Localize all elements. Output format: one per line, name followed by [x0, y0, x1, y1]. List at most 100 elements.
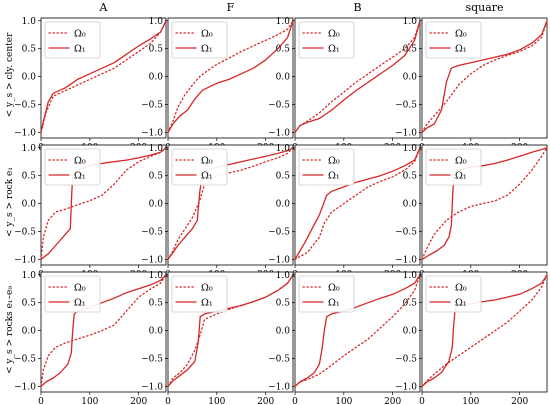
x-tick-label: 100: [335, 397, 352, 405]
y-tick-label: 0.5: [403, 299, 418, 309]
legend-omega1-label: Ω₁: [74, 298, 86, 309]
panel-r2-c1: −1.0 −0.5 0.0 0.5 1.0 0 100 200 Ω₀ Ω₁: [141, 271, 294, 405]
y-tick-label: −0.5: [268, 355, 290, 365]
y-tick-label: −1.0: [395, 255, 417, 265]
y-tick-label: −0.5: [395, 101, 417, 111]
legend-omega0-label: Ω₀: [455, 283, 467, 294]
series-omega0-line: [421, 147, 548, 261]
legend-omega1-label: Ω₁: [201, 171, 213, 182]
y-tick-label: −1.0: [14, 382, 36, 392]
series-omega0-line: [40, 274, 167, 388]
legend-omega0-label: Ω₀: [201, 156, 213, 167]
series-omega0-line: [40, 147, 167, 261]
legend-omega1-label: Ω₁: [455, 44, 467, 55]
legend-omega0-label: Ω₀: [455, 156, 467, 167]
y-tick-label: 1.0: [276, 271, 291, 281]
series-omega0-line: [421, 274, 548, 388]
legend-omega1-label: Ω₁: [455, 171, 467, 182]
legend-box: [171, 21, 228, 59]
y-tick-label: 0.5: [276, 172, 291, 182]
row-label-2: < y_s > rocks e₁–e₉: [5, 286, 15, 374]
legend-omega0-label: Ω₀: [201, 283, 213, 294]
y-tick-label: −0.5: [14, 101, 36, 111]
y-tick-label: 0.0: [403, 200, 418, 210]
series-omega0-line: [421, 20, 548, 134]
column-title-b: B: [353, 1, 361, 14]
y-tick-label: 0.5: [403, 172, 418, 182]
legend-omega0-label: Ω₀: [328, 29, 340, 40]
y-tick-label: 1.0: [22, 144, 37, 154]
x-tick-label: 0: [419, 397, 425, 405]
y-tick-label: −0.5: [395, 228, 417, 238]
x-tick-label: 0: [165, 397, 171, 405]
legend-omega1-label: Ω₁: [74, 44, 86, 55]
x-tick-label: 100: [462, 397, 479, 405]
y-tick-label: 0.0: [276, 200, 291, 210]
x-tick-label: 0: [38, 397, 44, 405]
x-tick-label: 100: [81, 397, 98, 405]
y-tick-label: −1.0: [141, 255, 163, 265]
legend: Ω₀ Ω₁: [425, 148, 482, 186]
y-tick-label: 1.0: [276, 17, 291, 27]
x-tick-label: 200: [257, 397, 274, 405]
legend-omega0-label: Ω₀: [74, 283, 86, 294]
y-tick-label: −1.0: [14, 128, 36, 138]
series-omega0-line: [294, 274, 421, 388]
y-tick-label: −1.0: [141, 382, 163, 392]
panel-r2-c2: −1.0 −0.5 0.0 0.5 1.0 0 100 200 Ω₀ Ω₁: [268, 271, 421, 405]
series-omega1-line: [40, 20, 167, 134]
legend-omega0-label: Ω₀: [74, 156, 86, 167]
y-tick-label: 0.0: [22, 73, 37, 83]
y-tick-label: −1.0: [395, 128, 417, 138]
y-tick-label: 1.0: [149, 271, 164, 281]
y-tick-label: −1.0: [268, 255, 290, 265]
y-tick-label: 0.0: [22, 200, 37, 210]
legend-omega0-label: Ω₀: [455, 29, 467, 40]
panel-r2-c0: −1.0 −0.5 0.0 0.5 1.0 0 100 200 Ω₀ Ω₁: [14, 271, 167, 405]
legend-box: [425, 21, 482, 59]
legend-box: [44, 21, 101, 59]
x-tick-label: 200: [511, 397, 528, 405]
y-tick-label: 1.0: [22, 271, 37, 281]
y-tick-label: 0.5: [276, 299, 291, 309]
legend-omega1-label: Ω₁: [455, 298, 467, 309]
y-tick-label: 1.0: [149, 144, 164, 154]
column-title-a: A: [99, 1, 109, 14]
y-tick-label: 0.0: [276, 327, 291, 337]
legend: Ω₀ Ω₁: [44, 21, 101, 59]
series-omega1-line: [294, 274, 421, 388]
legend-box: [425, 148, 482, 186]
legend-omega1-label: Ω₁: [201, 44, 213, 55]
y-tick-label: 0.5: [149, 45, 164, 55]
y-tick-label: −1.0: [268, 128, 290, 138]
legend: Ω₀ Ω₁: [425, 21, 482, 59]
y-tick-label: 0.0: [276, 73, 291, 83]
legend: Ω₀ Ω₁: [171, 21, 228, 59]
panel-r2-c3: −1.0 −0.5 0.0 0.5 1.0 0 100 200 Ω₀ Ω₁: [395, 271, 548, 405]
y-tick-label: 1.0: [149, 17, 164, 27]
y-tick-label: −0.5: [268, 228, 290, 238]
y-tick-label: 0.0: [149, 200, 164, 210]
y-tick-label: 1.0: [276, 144, 291, 154]
legend-omega0-label: Ω₀: [328, 283, 340, 294]
legend-omega0-label: Ω₀: [74, 29, 86, 40]
x-tick-label: 100: [208, 397, 225, 405]
column-title-f: F: [227, 1, 235, 14]
y-tick-label: −0.5: [14, 355, 36, 365]
y-tick-label: 0.5: [276, 45, 291, 55]
row-label-1: < y_s > rock e₁: [5, 167, 15, 237]
column-title-square: square: [465, 1, 503, 14]
legend-omega1-label: Ω₁: [328, 298, 340, 309]
legend-omega1-label: Ω₁: [74, 171, 86, 182]
y-tick-label: −0.5: [268, 101, 290, 111]
y-tick-label: −0.5: [14, 228, 36, 238]
y-tick-label: −1.0: [14, 255, 36, 265]
y-tick-label: 1.0: [403, 144, 418, 154]
legend-omega1-label: Ω₁: [328, 171, 340, 182]
y-tick-label: 0.0: [403, 327, 418, 337]
